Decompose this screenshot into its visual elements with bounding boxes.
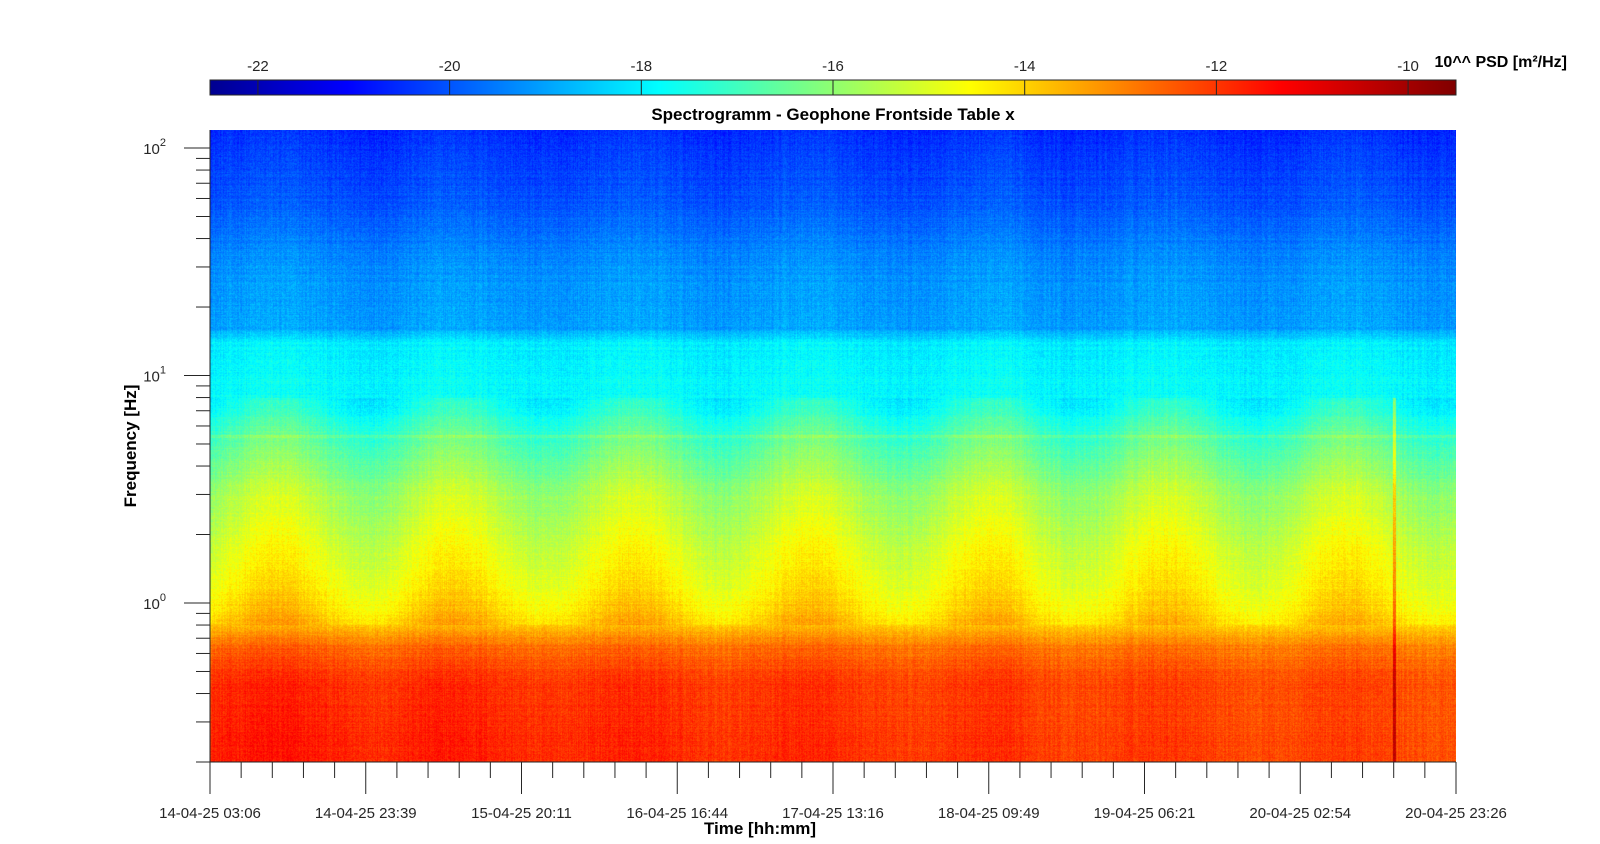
x-tick-label: 17-04-25 13:16 xyxy=(782,805,884,822)
colorbar-tick-label: -16 xyxy=(822,58,844,75)
x-tick-label: 14-04-25 03:06 xyxy=(159,805,261,822)
x-axis-ticks: 14-04-25 03:06 14-04-25 23:39 15-04-25 20:… xyxy=(159,762,1507,822)
colorbar-label: 10^^ PSD [m²/Hz] xyxy=(1435,54,1567,71)
x-tick-label: 16-04-25 16:44 xyxy=(626,805,728,822)
colorbar-tick-label: -20 xyxy=(439,58,461,75)
colorbar-tick-label: -10 xyxy=(1397,58,1419,75)
y-axis-label: Frequency [Hz] xyxy=(121,385,140,508)
heatmap-plot-area xyxy=(210,130,1456,762)
x-tick-label: 14-04-25 23:39 xyxy=(315,805,417,822)
y-tick-label: 100 xyxy=(143,592,166,613)
x-tick-label: 20-04-25 02:54 xyxy=(1249,805,1351,822)
x-tick-label: 19-04-25 06:21 xyxy=(1094,805,1196,822)
colorbar-tick-label: -14 xyxy=(1014,58,1036,75)
x-tick-label: 15-04-25 20:11 xyxy=(471,805,572,822)
y-axis-ticks: 102 101 100 xyxy=(143,137,210,763)
x-tick-label: 18-04-25 09:49 xyxy=(938,805,1040,822)
y-tick-label: 101 xyxy=(143,365,166,386)
colorbar: -22 -20 -18 -16 -14 -12 -10 10^^ PSD [m²/Hz] xyxy=(209,54,1567,96)
colorbar-ticks: -22 -20 -18 -16 -14 -12 -10 xyxy=(247,58,1419,95)
colorbar-tick-label: -12 xyxy=(1206,58,1228,75)
x-axis-label: Time [hh:mm] xyxy=(704,819,816,838)
colorbar-tick-label: -22 xyxy=(247,58,269,75)
x-tick-label: 20-04-25 23:26 xyxy=(1405,805,1507,822)
y-tick-label: 102 xyxy=(143,137,166,158)
colorbar-tick-label: -18 xyxy=(630,58,652,75)
chart-title: Spectrogramm - Geophone Frontside Table … xyxy=(651,105,1015,124)
